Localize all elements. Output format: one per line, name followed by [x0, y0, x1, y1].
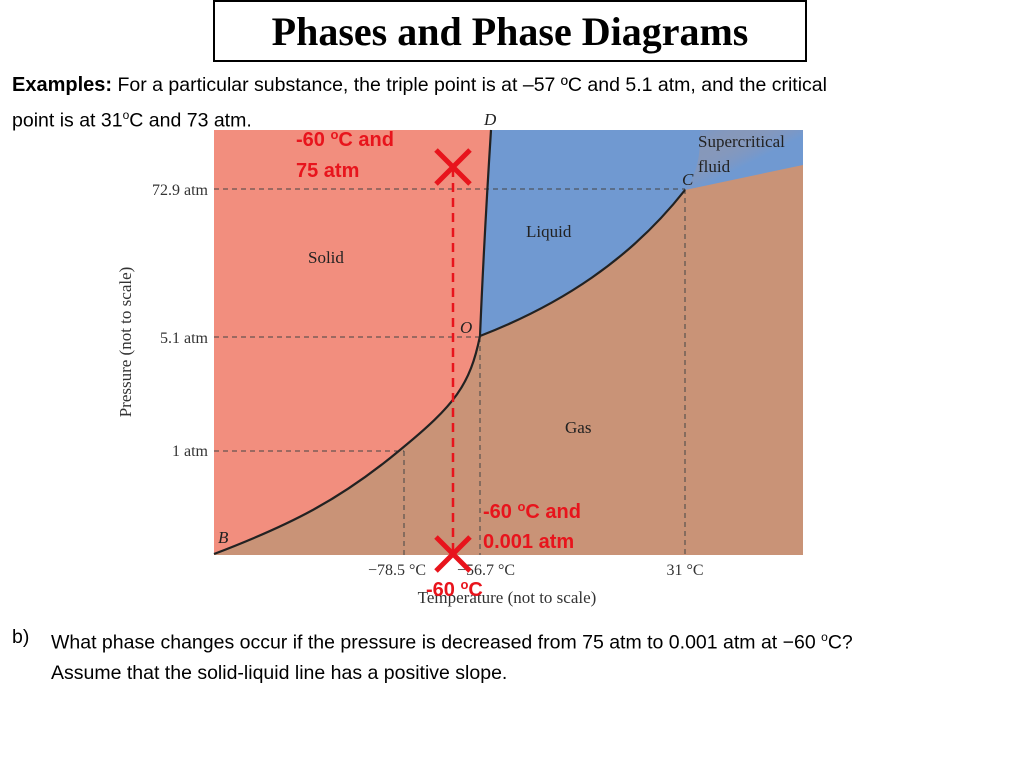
vaporization-curve	[479, 189, 686, 338]
question-text: What phase changes occur if the pressure…	[51, 622, 1016, 688]
question-line2: Assume that the solid-liquid line has a …	[51, 661, 508, 684]
examples-text: Examples: For a particular substance, th…	[12, 70, 1012, 136]
guide-lines	[214, 188, 686, 555]
start-annotation-line2: 75 atm	[296, 160, 359, 182]
slide-title: Phases and Phase Diagrams	[271, 8, 749, 54]
x-axis-label: Temperature (not to scale)	[418, 588, 597, 607]
supercritical-label-1: Supercritical	[698, 132, 785, 151]
supercritical-label-2: fluid	[698, 157, 731, 176]
examples-label: Examples:	[12, 74, 113, 96]
end-annotation-line1: -60 oC and	[483, 499, 581, 523]
examples-line1: For a particular substance, the triple p…	[117, 74, 827, 96]
question-marker: b)	[12, 626, 30, 648]
y-tick-72-9: 72.9 atm	[152, 182, 209, 199]
question-line1-sup: o	[821, 630, 828, 644]
question-line1-a: What phase changes occur if the pressure…	[51, 631, 822, 654]
x-tick-56-7: −56.7 °C	[457, 562, 515, 579]
end-marker-icon	[434, 535, 472, 573]
y-axis-label: Pressure (not to scale)	[116, 267, 135, 418]
melting-curve	[478, 129, 493, 337]
examples-line2-sup: o	[122, 108, 130, 122]
start-annotation-line1: -60 oC and	[296, 127, 394, 151]
temperature-annotation: -60 oC	[426, 577, 483, 601]
point-o-label: O	[460, 318, 472, 337]
start-marker-icon	[434, 148, 472, 186]
sublimation-curve	[213, 335, 482, 556]
x-tick-78-5: −78.5 °C	[368, 562, 426, 579]
question-line1-b: C?	[827, 631, 853, 654]
examples-line2-b: C and 73 atm.	[129, 109, 252, 132]
phase-boundaries	[213, 129, 686, 556]
supercritical-region	[685, 130, 803, 190]
y-tick-1: 1 atm	[172, 443, 209, 460]
examples-line2-a: point is at 31	[12, 109, 123, 132]
gas-label: Gas	[565, 418, 591, 437]
y-tick-5-1: 5.1 atm	[160, 330, 209, 347]
point-d-label: D	[483, 110, 497, 129]
end-annotation-line2: 0.001 atm	[483, 531, 574, 553]
solid-label: Solid	[308, 248, 344, 267]
solid-region	[214, 130, 491, 554]
x-tick-31: 31 °C	[666, 562, 703, 579]
liquid-label: Liquid	[526, 222, 572, 241]
slide-title-box: Phases and Phase Diagrams	[213, 0, 807, 62]
point-b-label: B	[218, 528, 229, 547]
point-c-label: C	[682, 170, 694, 189]
